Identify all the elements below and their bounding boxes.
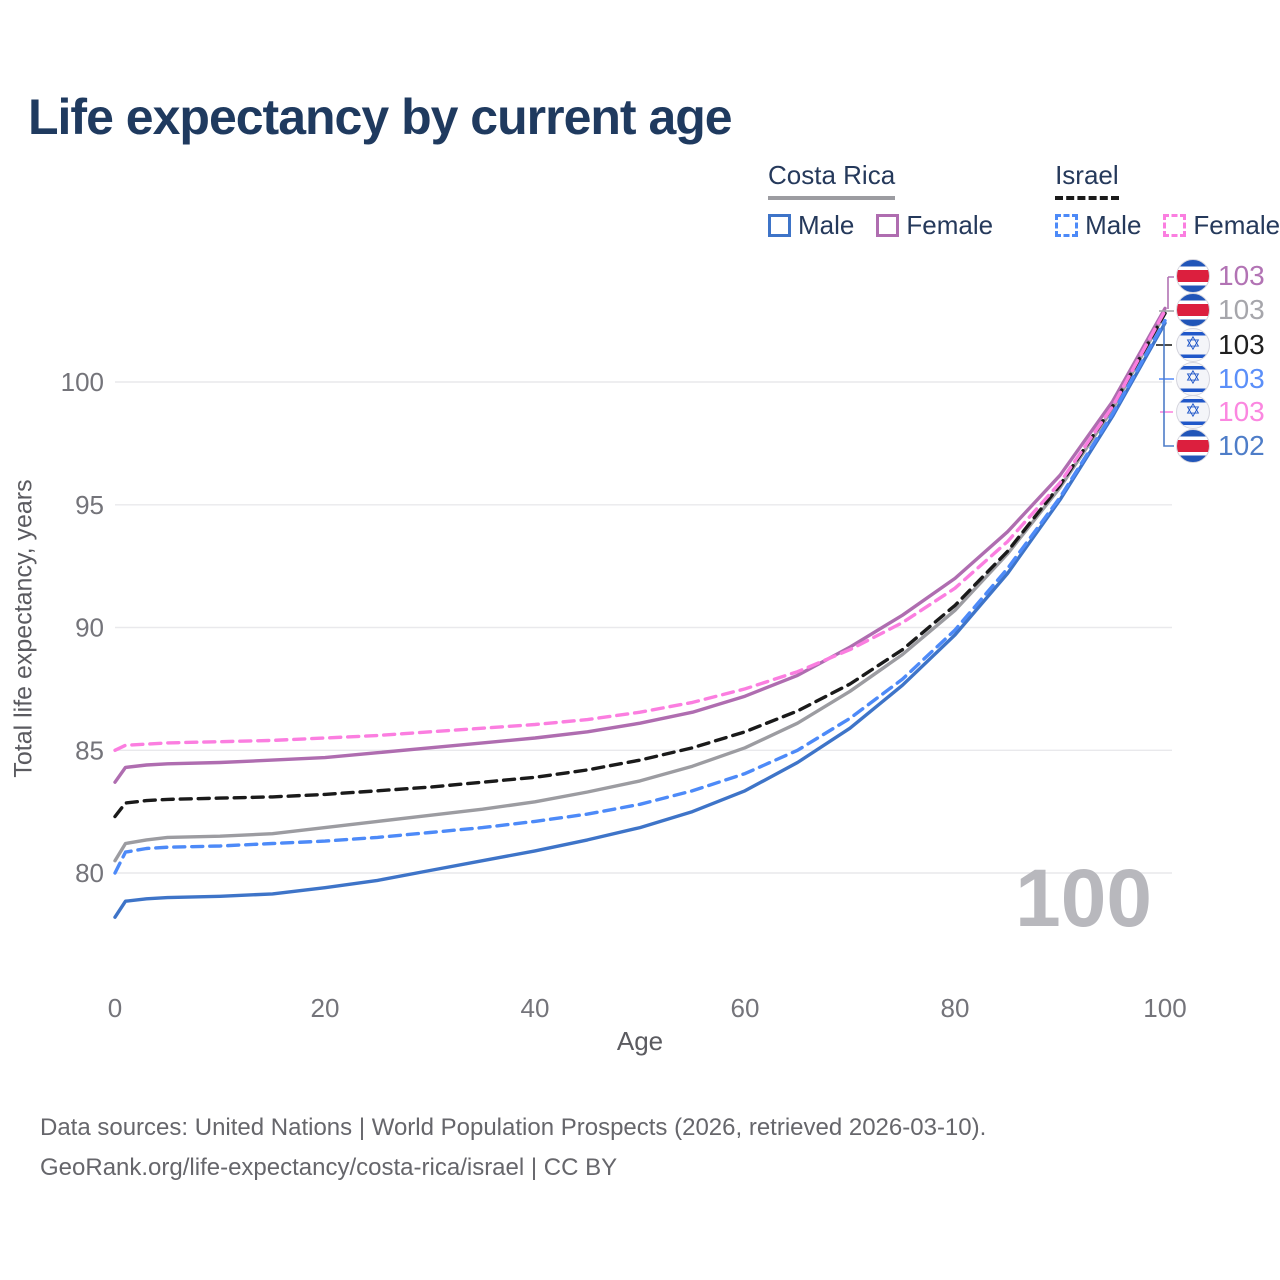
legend-item-costa-rica-female[interactable]: Female xyxy=(876,210,993,241)
x-tick-labels: 0 20 40 60 80 100 xyxy=(108,993,1187,1023)
data-source-note: Data sources: United Nations | World Pop… xyxy=(40,1108,986,1188)
end-label-value: 103 xyxy=(1218,260,1265,291)
israel-flag-icon xyxy=(1176,395,1210,429)
legend-label: Male xyxy=(798,210,855,240)
israel-female-swatch-icon xyxy=(1163,214,1187,237)
y-tick-labels: 80 85 90 95 100 xyxy=(61,367,104,888)
end-label-israel-female: 103 xyxy=(1176,395,1265,429)
series-line-costa-rica-total xyxy=(113,311,1167,863)
y-tick-95: 95 xyxy=(75,490,104,520)
end-label-israel-male: 103 xyxy=(1176,362,1265,396)
label-leader-lines xyxy=(1156,276,1174,447)
series-lines xyxy=(113,306,1167,919)
costa-rica-flag-icon xyxy=(1176,293,1210,327)
end-label-costa-rica-female: 103 xyxy=(1176,259,1265,293)
x-axis-title: Age xyxy=(616,1026,664,1056)
end-label-costa-rica-total: 103 xyxy=(1176,293,1265,327)
end-label-israel-total: 103 xyxy=(1176,328,1265,362)
leader-line-5 xyxy=(1163,324,1174,447)
legend-label: Female xyxy=(1193,210,1280,240)
data-source-line: Data sources: United Nations | World Pop… xyxy=(40,1114,987,1141)
legend: Costa Rica Male Female Israel Male xyxy=(768,160,1280,241)
y-tick-80: 80 xyxy=(75,858,104,888)
end-label-value: 103 xyxy=(1218,329,1265,360)
series-line-israel-total xyxy=(113,311,1167,819)
costa-rica-flag-icon xyxy=(1176,429,1210,463)
legend-header-costa-rica[interactable]: Costa Rica xyxy=(768,160,896,200)
x-tick-0: 0 xyxy=(108,993,122,1023)
leader-line-0 xyxy=(1167,276,1174,309)
legend-group-israel: Israel Male Female xyxy=(1055,160,1280,241)
israel-flag-icon xyxy=(1176,362,1210,396)
legend-group-costa-rica: Costa Rica Male Female xyxy=(768,160,993,241)
age-counter-watermark: 100 xyxy=(1015,853,1152,944)
legend-header-israel[interactable]: Israel xyxy=(1055,160,1119,200)
costa-rica-flag-icon xyxy=(1176,259,1210,293)
series-line-israel-female xyxy=(113,309,1167,752)
legend-label: Male xyxy=(1085,210,1142,240)
legend-item-israel-male[interactable]: Male xyxy=(1055,210,1141,241)
israel-male-swatch-icon xyxy=(1055,214,1079,237)
x-tick-20: 20 xyxy=(311,993,340,1023)
costa-rica-male-swatch-icon xyxy=(768,214,791,237)
israel-flag-icon xyxy=(1176,328,1210,362)
x-tick-80: 80 xyxy=(941,993,970,1023)
end-label-value: 102 xyxy=(1218,430,1265,461)
x-tick-60: 60 xyxy=(731,993,760,1023)
series-line-israel-male xyxy=(113,318,1167,875)
end-label-value: 103 xyxy=(1218,294,1265,325)
costa-rica-female-swatch-icon xyxy=(876,214,900,237)
x-tick-100: 100 xyxy=(1143,993,1186,1023)
y-tick-85: 85 xyxy=(75,735,104,765)
page-title: Life expectancy by current age xyxy=(28,89,733,145)
y-tick-100: 100 xyxy=(61,367,104,397)
legend-item-israel-female[interactable]: Female xyxy=(1163,210,1280,241)
end-label-value: 103 xyxy=(1218,396,1265,427)
end-label-costa-rica-male: 102 xyxy=(1176,429,1265,463)
series-line-costa-rica-female xyxy=(113,306,1167,784)
attribution-line: GeoRank.org/life-expectancy/costa-rica/i… xyxy=(40,1154,618,1181)
end-label-value: 103 xyxy=(1218,363,1265,394)
legend-label: Female xyxy=(906,210,994,240)
y-tick-90: 90 xyxy=(75,613,104,643)
x-tick-40: 40 xyxy=(521,993,550,1023)
series-line-costa-rica-male xyxy=(113,321,1167,919)
grid-lines xyxy=(115,381,1172,874)
legend-item-costa-rica-male[interactable]: Male xyxy=(768,210,854,241)
